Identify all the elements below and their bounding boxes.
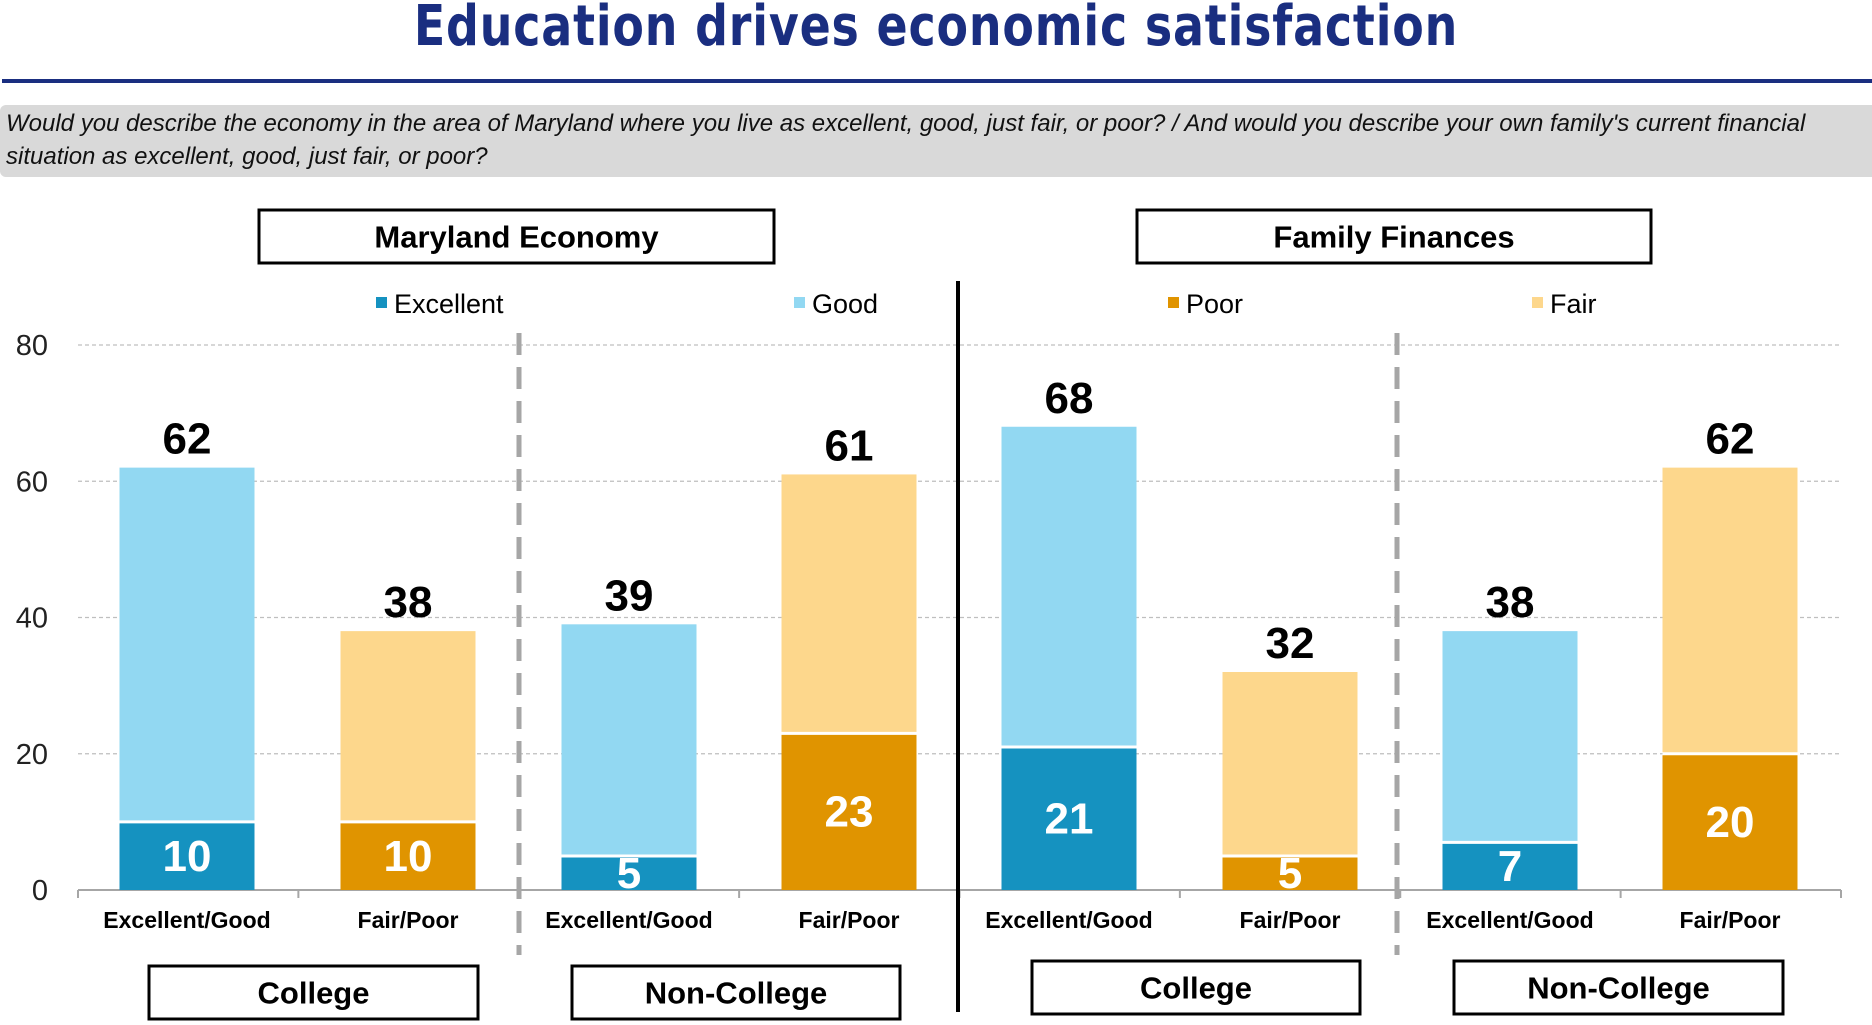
group-label-box (1452, 959, 1785, 1016)
y-tick-label: 40 (16, 603, 48, 635)
y-tick-label: 60 (16, 466, 48, 498)
y-tick-label: 20 (16, 739, 48, 771)
total-label: 32 (1266, 619, 1315, 668)
total-label: 39 (605, 571, 654, 620)
legend-swatch-fair (1532, 297, 1543, 308)
legend-swatch-poor (1168, 297, 1179, 308)
survey-question: Would you describe the economy in the ar… (0, 105, 1872, 177)
group-label: College (1140, 971, 1252, 1006)
bar-excellent (1001, 746, 1137, 890)
bar-poor (781, 733, 917, 890)
y-tick-label: 0 (32, 875, 48, 907)
legend-swatch-excellent (376, 297, 387, 308)
segment-label: 7 (1498, 842, 1522, 891)
category-label: Fair/Poor (799, 907, 900, 933)
group-label: Non-College (1527, 971, 1710, 1006)
bar-good (1442, 631, 1578, 843)
panel-header-box (1135, 208, 1653, 265)
segment-label: 23 (825, 788, 874, 837)
legend-label: Excellent (394, 289, 504, 319)
panel-header: Family Finances (1273, 220, 1514, 255)
bar-excellent (1442, 842, 1578, 890)
legend-label: Good (812, 289, 878, 319)
total-label: 38 (384, 578, 433, 627)
category-label: Excellent/Good (103, 907, 270, 933)
segment-label: 10 (384, 832, 433, 881)
category-label: Excellent/Good (985, 907, 1152, 933)
bar-fair (781, 474, 917, 734)
category-label: Fair/Poor (1680, 907, 1781, 933)
group-label-box (147, 964, 480, 1021)
bar-fair (1662, 467, 1798, 754)
segment-label: 21 (1045, 794, 1094, 843)
group-label: College (258, 976, 370, 1011)
group-label-box (570, 964, 902, 1021)
y-tick-label: 80 (16, 330, 48, 362)
bar-good (119, 467, 255, 822)
total-label: 38 (1486, 578, 1535, 627)
legend-label: Fair (1550, 289, 1597, 319)
bar-good (1001, 426, 1137, 747)
legend-label: Poor (1186, 289, 1243, 319)
total-label: 61 (825, 421, 874, 470)
bar-fair (1222, 672, 1358, 856)
bar-fair (340, 631, 476, 822)
total-label: 62 (163, 415, 212, 464)
legend-swatch-good (794, 297, 805, 308)
category-label: Excellent/Good (545, 907, 712, 933)
total-label: 62 (1706, 415, 1755, 464)
bar-excellent (119, 821, 255, 890)
title-divider (2, 79, 1872, 83)
panel-header-box (257, 208, 776, 265)
chart-title: Education drives economic satisfaction (413, 0, 1459, 59)
segment-label: 20 (1706, 798, 1755, 847)
bar-poor (1662, 753, 1798, 890)
bar-good (561, 624, 697, 856)
panel-header: Maryland Economy (374, 220, 659, 255)
segment-label: 5 (1278, 849, 1302, 898)
category-label: Fair/Poor (358, 907, 459, 933)
group-label: Non-College (645, 976, 828, 1011)
category-label: Excellent/Good (1426, 907, 1593, 933)
segment-label: 5 (617, 849, 641, 898)
bar-poor (340, 821, 476, 890)
group-label-box (1030, 959, 1362, 1016)
segment-label: 10 (163, 832, 212, 881)
total-label: 68 (1045, 374, 1094, 423)
bar-excellent (561, 855, 697, 890)
category-label: Fair/Poor (1240, 907, 1341, 933)
bar-poor (1222, 855, 1358, 890)
